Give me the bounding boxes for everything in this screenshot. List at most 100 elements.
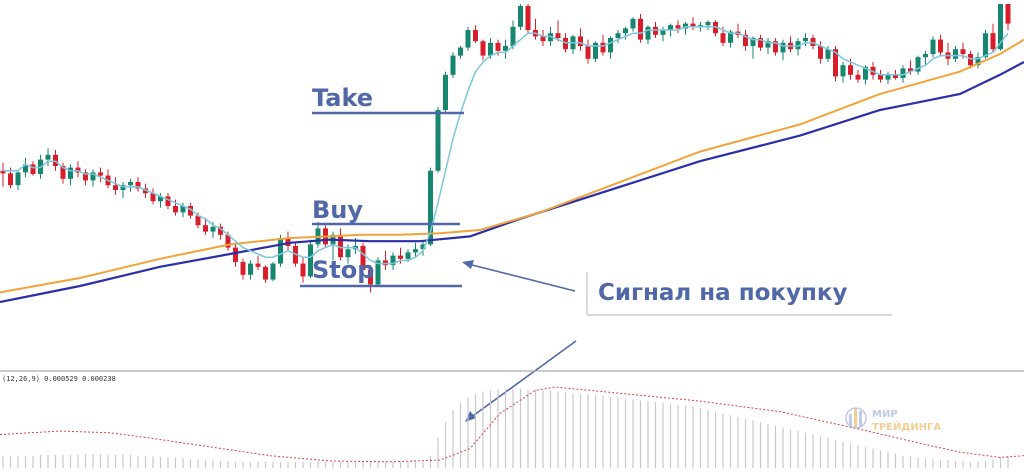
candle-body (75, 167, 81, 173)
candle-body (750, 38, 756, 46)
watermark-logo: МИР ТРЕЙДИНГА (845, 407, 941, 433)
candle-body (383, 260, 388, 266)
candle-body (615, 33, 621, 38)
candle-body (930, 39, 936, 54)
candle-body (855, 74, 861, 80)
candle-body (128, 182, 133, 186)
candle-body (240, 262, 246, 275)
candle-body (998, 4, 1003, 50)
candle-body (983, 33, 988, 58)
candle-body (195, 215, 201, 226)
candle-body (23, 164, 28, 173)
candle-body (825, 49, 831, 59)
candle-body (885, 74, 891, 80)
candle-body (203, 225, 208, 232)
candle-body (390, 255, 396, 266)
candle-body (630, 18, 636, 29)
candle-body (30, 164, 36, 174)
candle-body (818, 46, 823, 59)
candle-body (908, 68, 913, 72)
candle-body (278, 238, 283, 264)
candle-body (300, 263, 306, 277)
candle-body (840, 65, 846, 77)
take-label: Take (312, 84, 373, 112)
candle-body (270, 263, 276, 280)
candle-body (915, 57, 921, 72)
signal-arrow-top (467, 263, 576, 292)
candle-body (645, 26, 651, 40)
candle-body (188, 206, 193, 216)
candle-body (450, 55, 456, 75)
candle-body (173, 206, 178, 213)
candle-body (180, 206, 186, 213)
candle-body (975, 57, 981, 66)
candle-body (458, 47, 463, 56)
candle-body (8, 173, 13, 186)
candle-body (345, 249, 351, 258)
candle-body (68, 167, 73, 179)
candle-body (210, 226, 216, 232)
candle-body (465, 30, 471, 48)
candle-body (968, 54, 973, 66)
macd-header: (12,26,9) 0.000529 0.000238 (2, 375, 116, 383)
candle-body (878, 74, 883, 80)
candle-body (660, 30, 666, 35)
candle-body (375, 260, 381, 285)
signal-arrow-bottom-head (465, 411, 476, 422)
candle-body (810, 38, 816, 46)
candle-body (653, 26, 658, 35)
candle-body (765, 41, 771, 48)
candle-body (585, 46, 591, 59)
candle-body (413, 249, 418, 253)
ema-long-line (0, 61, 1024, 304)
watermark-line1: МИР (872, 409, 898, 420)
candle-body (405, 252, 411, 259)
signal-arrow-top-head (462, 260, 474, 269)
candle-body (900, 68, 906, 78)
candle-body (263, 266, 268, 280)
candle-body (743, 34, 748, 46)
candle-body (398, 255, 403, 259)
candle-body (863, 66, 868, 80)
candle-body (758, 38, 763, 48)
candle-body (218, 226, 223, 235)
candle-body (420, 244, 426, 250)
candle-body (53, 154, 58, 166)
candle-body (518, 6, 523, 27)
candle-body (563, 38, 568, 50)
candle-body (435, 110, 441, 171)
candle-body (158, 196, 163, 202)
candle-body (150, 193, 156, 202)
candle-body (638, 18, 643, 40)
candle-body (923, 54, 928, 58)
candle-body (428, 170, 433, 245)
candle-body (938, 39, 943, 53)
signal-arrow-bottom (469, 340, 577, 419)
candle-body (233, 247, 238, 262)
buy-label: Buy (312, 196, 363, 224)
candle-body (578, 36, 583, 46)
candle-body (780, 42, 786, 53)
candle-body (773, 41, 778, 53)
candle-body (503, 46, 508, 51)
candle-body (683, 23, 688, 29)
candle-body (135, 182, 141, 189)
candle-body (90, 172, 96, 181)
candle-body (833, 49, 838, 77)
candle-body (98, 172, 103, 176)
candle-body (623, 28, 628, 34)
candle-body (593, 42, 598, 59)
macd-signal-line (0, 386, 1024, 463)
candle-body (990, 33, 996, 50)
candle-body (728, 31, 733, 43)
candle-body (675, 25, 681, 29)
candle-body (83, 172, 88, 181)
candle-body (720, 33, 726, 43)
candle-body (690, 23, 696, 27)
candlesticks (0, 4, 1011, 293)
candle-body (248, 263, 253, 275)
candle-body (525, 6, 531, 30)
watermark-line2: ТРЕЙДИНГА (872, 420, 941, 433)
candle-body (668, 25, 673, 30)
